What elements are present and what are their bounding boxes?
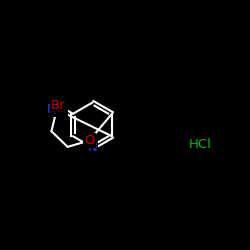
Text: O: O: [84, 134, 94, 147]
Text: NH: NH: [47, 103, 66, 116]
Text: HCl: HCl: [188, 138, 212, 151]
Text: Br: Br: [51, 99, 66, 112]
Text: N: N: [88, 141, 98, 154]
